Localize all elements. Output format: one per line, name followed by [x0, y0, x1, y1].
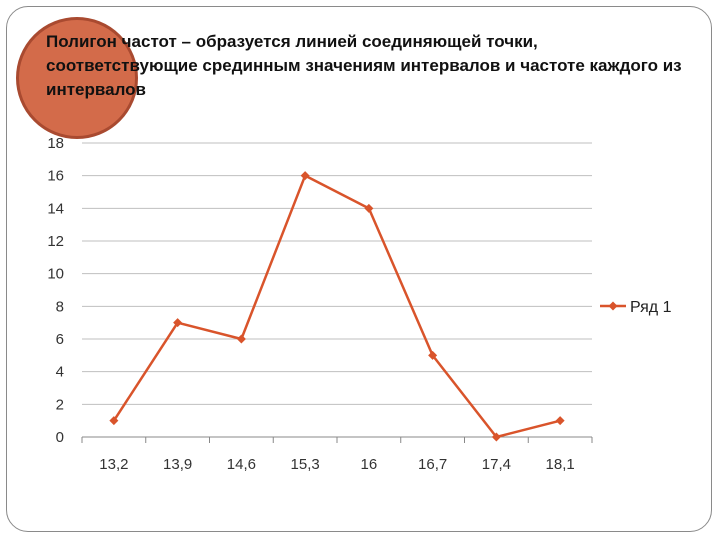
- x-tick-label: 15,3: [291, 456, 320, 473]
- x-tick-label: 14,6: [227, 456, 256, 473]
- data-point: [491, 432, 501, 442]
- data-point: [236, 334, 246, 344]
- data-point: [428, 350, 438, 360]
- y-tick-label: 2: [56, 396, 64, 413]
- legend-label: Ряд 1: [630, 299, 672, 316]
- x-tick-label: 16,7: [418, 456, 447, 473]
- x-tick-label: 16: [361, 456, 378, 473]
- y-tick-label: 0: [56, 429, 64, 446]
- series-line: [112, 174, 561, 439]
- x-tick-label: 13,9: [163, 456, 192, 473]
- y-tick-label: 12: [47, 233, 64, 250]
- slide-text: Полигон частот – образуется линией соеди…: [46, 32, 682, 99]
- y-tick-label: 8: [56, 298, 64, 315]
- legend-marker: [608, 301, 618, 311]
- data-point: [300, 171, 310, 181]
- data-point: [109, 416, 119, 426]
- x-tick-label: 13,2: [99, 456, 128, 473]
- y-tick-label: 14: [47, 200, 64, 217]
- x-tick-label: 18,1: [546, 456, 575, 473]
- data-point: [555, 416, 565, 426]
- y-tick-label: 6: [56, 331, 64, 348]
- y-tick-label: 10: [47, 266, 64, 283]
- y-tick-label: 4: [56, 364, 64, 381]
- y-tick-label: 18: [47, 135, 64, 152]
- data-point: [173, 318, 183, 328]
- decorative-circle: [16, 17, 138, 139]
- y-tick-label: 16: [47, 168, 64, 185]
- x-tick-label: 17,4: [482, 456, 511, 473]
- data-point: [364, 203, 374, 213]
